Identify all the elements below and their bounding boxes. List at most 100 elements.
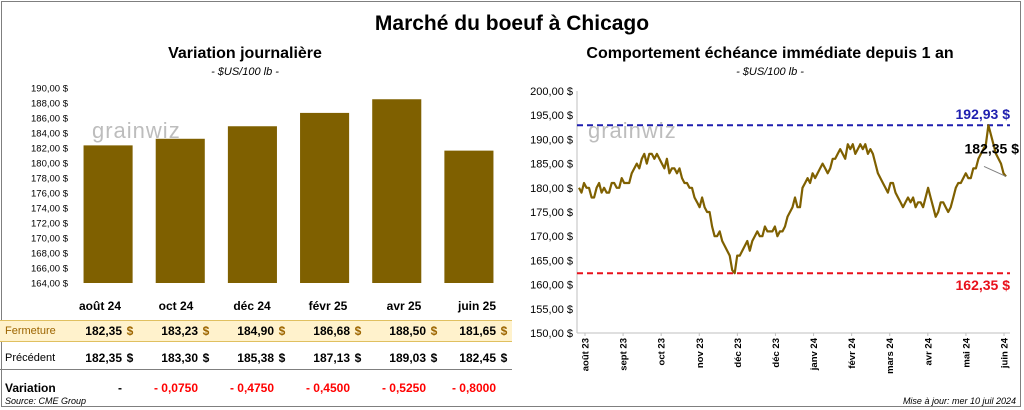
table-header-row: août 24 oct 24 déc 24 févr 25 avr 25 jui… [0, 296, 512, 316]
currency-cell: $ [122, 320, 138, 342]
col-header: févr 25 [308, 299, 348, 313]
y-tick-label: 175,00 $ [530, 207, 573, 219]
y-tick-label: 186,00 $ [31, 114, 69, 125]
price-line [578, 124, 1007, 275]
x-tick-label: sept 23 [619, 338, 630, 371]
last-value-leader [983, 165, 1007, 177]
table-cell: 182,35 [62, 320, 122, 342]
table-cell: 188,50 [366, 320, 426, 342]
y-tick-label: 160,00 $ [530, 280, 573, 292]
y-tick-label: 180,00 $ [31, 159, 69, 170]
y-tick-label: 168,00 $ [31, 249, 69, 260]
table-cell: 187,13 [313, 351, 350, 366]
left-watermark: grainwiz [92, 118, 181, 143]
y-tick-label: 190,00 $ [31, 84, 69, 95]
table-cell: 185,38 [237, 351, 274, 366]
y-tick-label: 190,00 $ [530, 134, 573, 146]
col-header: août 24 [78, 299, 121, 313]
currency-cell: $ [354, 351, 362, 366]
source-note: Source: CME Group [5, 396, 87, 406]
table-row-precedent: Précédent 182,35 $ 183,30 $ 185,38 $ 187,13… [0, 348, 512, 369]
y-tick-label: 184,00 $ [31, 129, 69, 140]
page-title: Marché du boeuf à Chicago [374, 12, 650, 35]
update-note: Mise à jour: mer 10 juil 2024 [902, 396, 1016, 406]
row-label: Fermeture [0, 320, 62, 342]
y-tick-label: 185,00 $ [530, 159, 573, 171]
table-cell: - 0,8000 [451, 381, 496, 395]
table-cell: - 0,0750 [153, 381, 198, 395]
y-tick-label: 188,00 $ [31, 99, 69, 110]
y-tick-label: 150,00 $ [530, 328, 573, 340]
x-tick-label: juin 24 [1000, 337, 1011, 369]
bar [227, 126, 277, 283]
left-bar-chart: 164,00 $ 166,00 $ 168,00 $ 170,00 $ 172,00 $… [31, 84, 494, 290]
left-chart-title: Variation journalière [168, 45, 322, 62]
currency-cell: $ [426, 320, 442, 342]
x-tick-label: mars 24 [885, 337, 896, 374]
y-tick-label: 182,00 $ [31, 144, 69, 155]
currency-cell: $ [430, 351, 438, 366]
left-chart-unit: - $US/100 lb - [211, 66, 279, 78]
last-value-label: 182,35 $ [965, 140, 1020, 156]
col-header: avr 25 [386, 299, 422, 313]
y-tick-label: 174,00 $ [31, 204, 69, 215]
table-row-variation: Variation - - 0,0750 - 0,4750 - 0,4500 -… [0, 378, 512, 399]
y-tick-label: 164,00 $ [31, 279, 69, 290]
table-cell: 182,45 [459, 351, 496, 366]
table-cell: 183,23 [138, 320, 198, 342]
x-tick-label: janv 24 [809, 337, 820, 371]
x-tick-label: août 23 [581, 338, 592, 371]
table-cell: 181,65 [442, 320, 496, 342]
min-value-label: 162,35 $ [956, 277, 1011, 293]
currency-cell: $ [278, 351, 286, 366]
table-row-fermeture: Fermeture 182,35 $ 183,23 $ 184,90 $ 186,68… [0, 320, 512, 342]
table-cell: 186,68 [290, 320, 350, 342]
y-tick-label: 172,00 $ [31, 219, 69, 230]
col-header: oct 24 [158, 299, 194, 313]
currency-cell: $ [274, 320, 290, 342]
table-cell: - 0,4500 [305, 381, 350, 395]
y-tick-label: 200,00 $ [530, 86, 573, 98]
table-cell: - 0,4750 [229, 381, 274, 395]
bar [83, 145, 133, 283]
currency-cell: $ [500, 351, 508, 366]
y-tick-label: 176,00 $ [31, 189, 69, 200]
currency-cell: $ [496, 320, 512, 342]
col-header: déc 24 [233, 299, 271, 313]
y-tick-label: 170,00 $ [31, 234, 69, 245]
col-header: juin 25 [457, 299, 496, 313]
x-tick-label: nov 23 [695, 338, 706, 368]
x-tick-label: févr 24 [847, 337, 858, 368]
x-tick-label: oct 23 [657, 338, 668, 365]
currency-cell: $ [198, 320, 214, 342]
table-cell: 183,30 [161, 351, 198, 366]
currency-cell: $ [126, 351, 134, 366]
bar [444, 150, 494, 283]
bar [300, 112, 350, 284]
y-tick-label: 155,00 $ [530, 304, 573, 316]
table-cell: 182,35 [85, 351, 122, 366]
bar [155, 138, 205, 283]
y-tick-label: 170,00 $ [530, 231, 573, 243]
y-tick-label: 178,00 $ [31, 174, 69, 185]
currency-cell: $ [202, 351, 210, 366]
x-tick-label: mai 24 [961, 337, 972, 367]
right-chart-title: Comportement échéance immédiate depuis 1… [586, 45, 954, 62]
table-cell: 184,90 [214, 320, 274, 342]
price-table: août 24 oct 24 déc 24 févr 25 avr 25 jui… [0, 296, 512, 399]
currency-cell: $ [350, 320, 366, 342]
bar [372, 99, 422, 283]
x-tick-label: avr 24 [923, 337, 934, 365]
row-label: Précédent [5, 352, 56, 365]
right-watermark: grainwiz [588, 118, 677, 143]
row-label: Variation [5, 381, 56, 395]
y-tick-label: 195,00 $ [530, 110, 573, 122]
right-chart-unit: - $US/100 lb - [736, 66, 804, 78]
max-value-label: 192,93 $ [956, 106, 1011, 122]
table-cell: - [118, 381, 122, 395]
y-tick-label: 180,00 $ [530, 183, 573, 195]
table-cell: - 0,5250 [381, 381, 426, 395]
x-tick-label: déc 23 [771, 338, 782, 368]
